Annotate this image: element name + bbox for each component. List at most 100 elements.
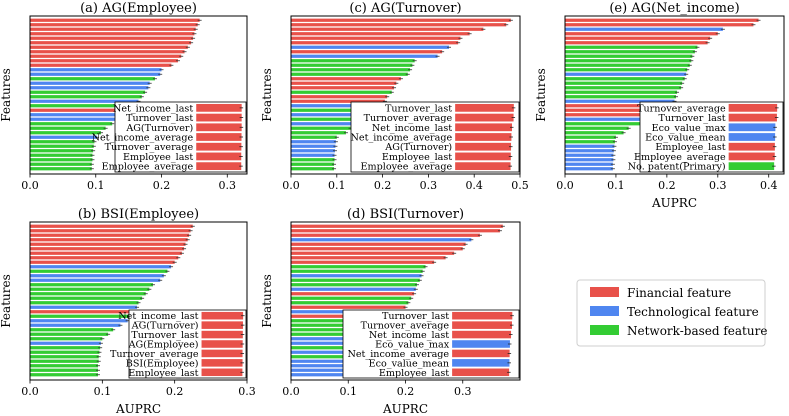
bar — [30, 50, 185, 54]
inset-bar — [201, 330, 243, 339]
legend-box — [576, 279, 766, 347]
bar — [30, 341, 101, 345]
bar — [565, 95, 677, 99]
bar — [30, 23, 198, 27]
x-tick-label: 0.0 — [21, 385, 39, 398]
bar — [30, 332, 109, 336]
chart-panel-e: 0.0 0.1 0.2 0.3 0.4 (e) AG(Net_income) Feature… — [534, 1, 785, 210]
bar — [565, 149, 614, 153]
bar — [291, 224, 503, 228]
bar — [30, 149, 94, 153]
bar — [291, 328, 369, 332]
inset-top-features: Turnover_lastTurnover_averageNet_income_… — [351, 101, 520, 173]
bar — [30, 278, 161, 282]
bar — [291, 104, 381, 108]
chart-title: (c) AG(Turnover) — [349, 1, 461, 16]
legend-label-technological: Technological feature — [627, 305, 759, 319]
bar — [30, 305, 138, 309]
inset-top-features: Net_income_lastAG(Turnover)Turnover_last… — [110, 309, 247, 379]
inset-bar — [728, 133, 776, 141]
inset-bar — [452, 359, 510, 367]
bar — [30, 287, 150, 291]
bar — [565, 63, 690, 67]
bar — [30, 104, 136, 108]
x-tick-label: 0.1 — [340, 385, 358, 398]
bar — [30, 319, 128, 323]
inset-feature-label: Net_income_average — [92, 133, 194, 144]
bar — [565, 126, 629, 130]
bar — [291, 149, 335, 153]
inset-feature-label: BSI(Employee) — [126, 358, 199, 369]
inset-feature-label: Turnover_average — [105, 142, 194, 153]
bar — [565, 158, 614, 162]
bar — [291, 350, 347, 354]
inset-bar — [455, 123, 513, 132]
x-tick-label: 0.3 — [709, 179, 727, 192]
axes-frame — [29, 221, 248, 381]
bar — [30, 364, 98, 368]
inset-bar — [201, 311, 244, 320]
bar — [30, 328, 114, 332]
bar — [291, 113, 365, 117]
bar — [291, 158, 335, 162]
bar — [30, 140, 95, 144]
bar — [565, 77, 685, 81]
bar — [565, 32, 718, 36]
inset-feature-label: Net_income_last — [113, 103, 193, 114]
bar — [291, 346, 348, 350]
bar — [30, 224, 193, 228]
bar — [291, 287, 416, 291]
inset-feature-label: Net_income_average — [351, 133, 453, 144]
bar — [291, 95, 388, 99]
bar — [30, 265, 172, 269]
inset-bar — [452, 321, 512, 329]
x-tick-label: 0.0 — [556, 179, 574, 192]
inset-feature-label: AG(Turnover) — [384, 142, 452, 153]
bar — [291, 131, 346, 135]
x-tick-label: 0.1 — [328, 179, 346, 192]
inset-feature-label: Employee_average — [361, 162, 453, 173]
bar — [30, 233, 190, 237]
inset-bar — [196, 162, 242, 171]
bar — [30, 95, 142, 99]
bar — [30, 256, 179, 260]
x-tick-label: 0.2 — [153, 179, 171, 192]
inset-bar — [728, 103, 778, 112]
bar — [565, 41, 708, 45]
bar — [565, 135, 616, 139]
inset-bar — [196, 113, 242, 122]
bar — [291, 122, 356, 126]
bar — [30, 346, 101, 350]
inset-bar — [201, 368, 243, 377]
bar — [291, 265, 426, 269]
bar — [30, 86, 149, 90]
bar — [30, 323, 121, 327]
bar — [30, 59, 178, 63]
bar — [30, 238, 188, 242]
x-tick-label: 0.5 — [511, 179, 529, 192]
chart-panel-c: 0.0 0.1 0.2 0.3 0.4 0.5 (c) AG(Turnover) Featur… — [260, 1, 529, 192]
bar — [565, 108, 655, 112]
bar — [291, 274, 422, 278]
chart-panel-a: 0.0 0.1 0.2 0.3 (a) AG(Employee) Features Net_… — [0, 1, 248, 192]
bar — [30, 108, 132, 112]
inset-bar — [455, 103, 514, 112]
bar — [291, 269, 423, 273]
inset-feature-label: Eco_value_max — [652, 123, 727, 134]
inset-top-features: Turnover_lastTurnover_averageNet_income_… — [342, 309, 520, 379]
inset-feature-label: AG(Turnover) — [125, 123, 193, 134]
bar — [291, 296, 412, 300]
bar — [291, 337, 352, 341]
inset-bar — [728, 152, 775, 161]
bar — [30, 373, 98, 377]
bar — [30, 292, 146, 296]
bar — [30, 18, 200, 22]
bar — [565, 59, 692, 63]
bar — [291, 144, 336, 148]
bar — [30, 113, 126, 117]
bar — [565, 81, 683, 85]
inset-top-features: Turnover_averageTurnover_lastEco_value_m… — [628, 101, 784, 173]
bar — [565, 23, 754, 27]
x-tick-label: 0.0 — [282, 385, 300, 398]
inset-feature-label: Eco_value_mean — [369, 358, 449, 369]
